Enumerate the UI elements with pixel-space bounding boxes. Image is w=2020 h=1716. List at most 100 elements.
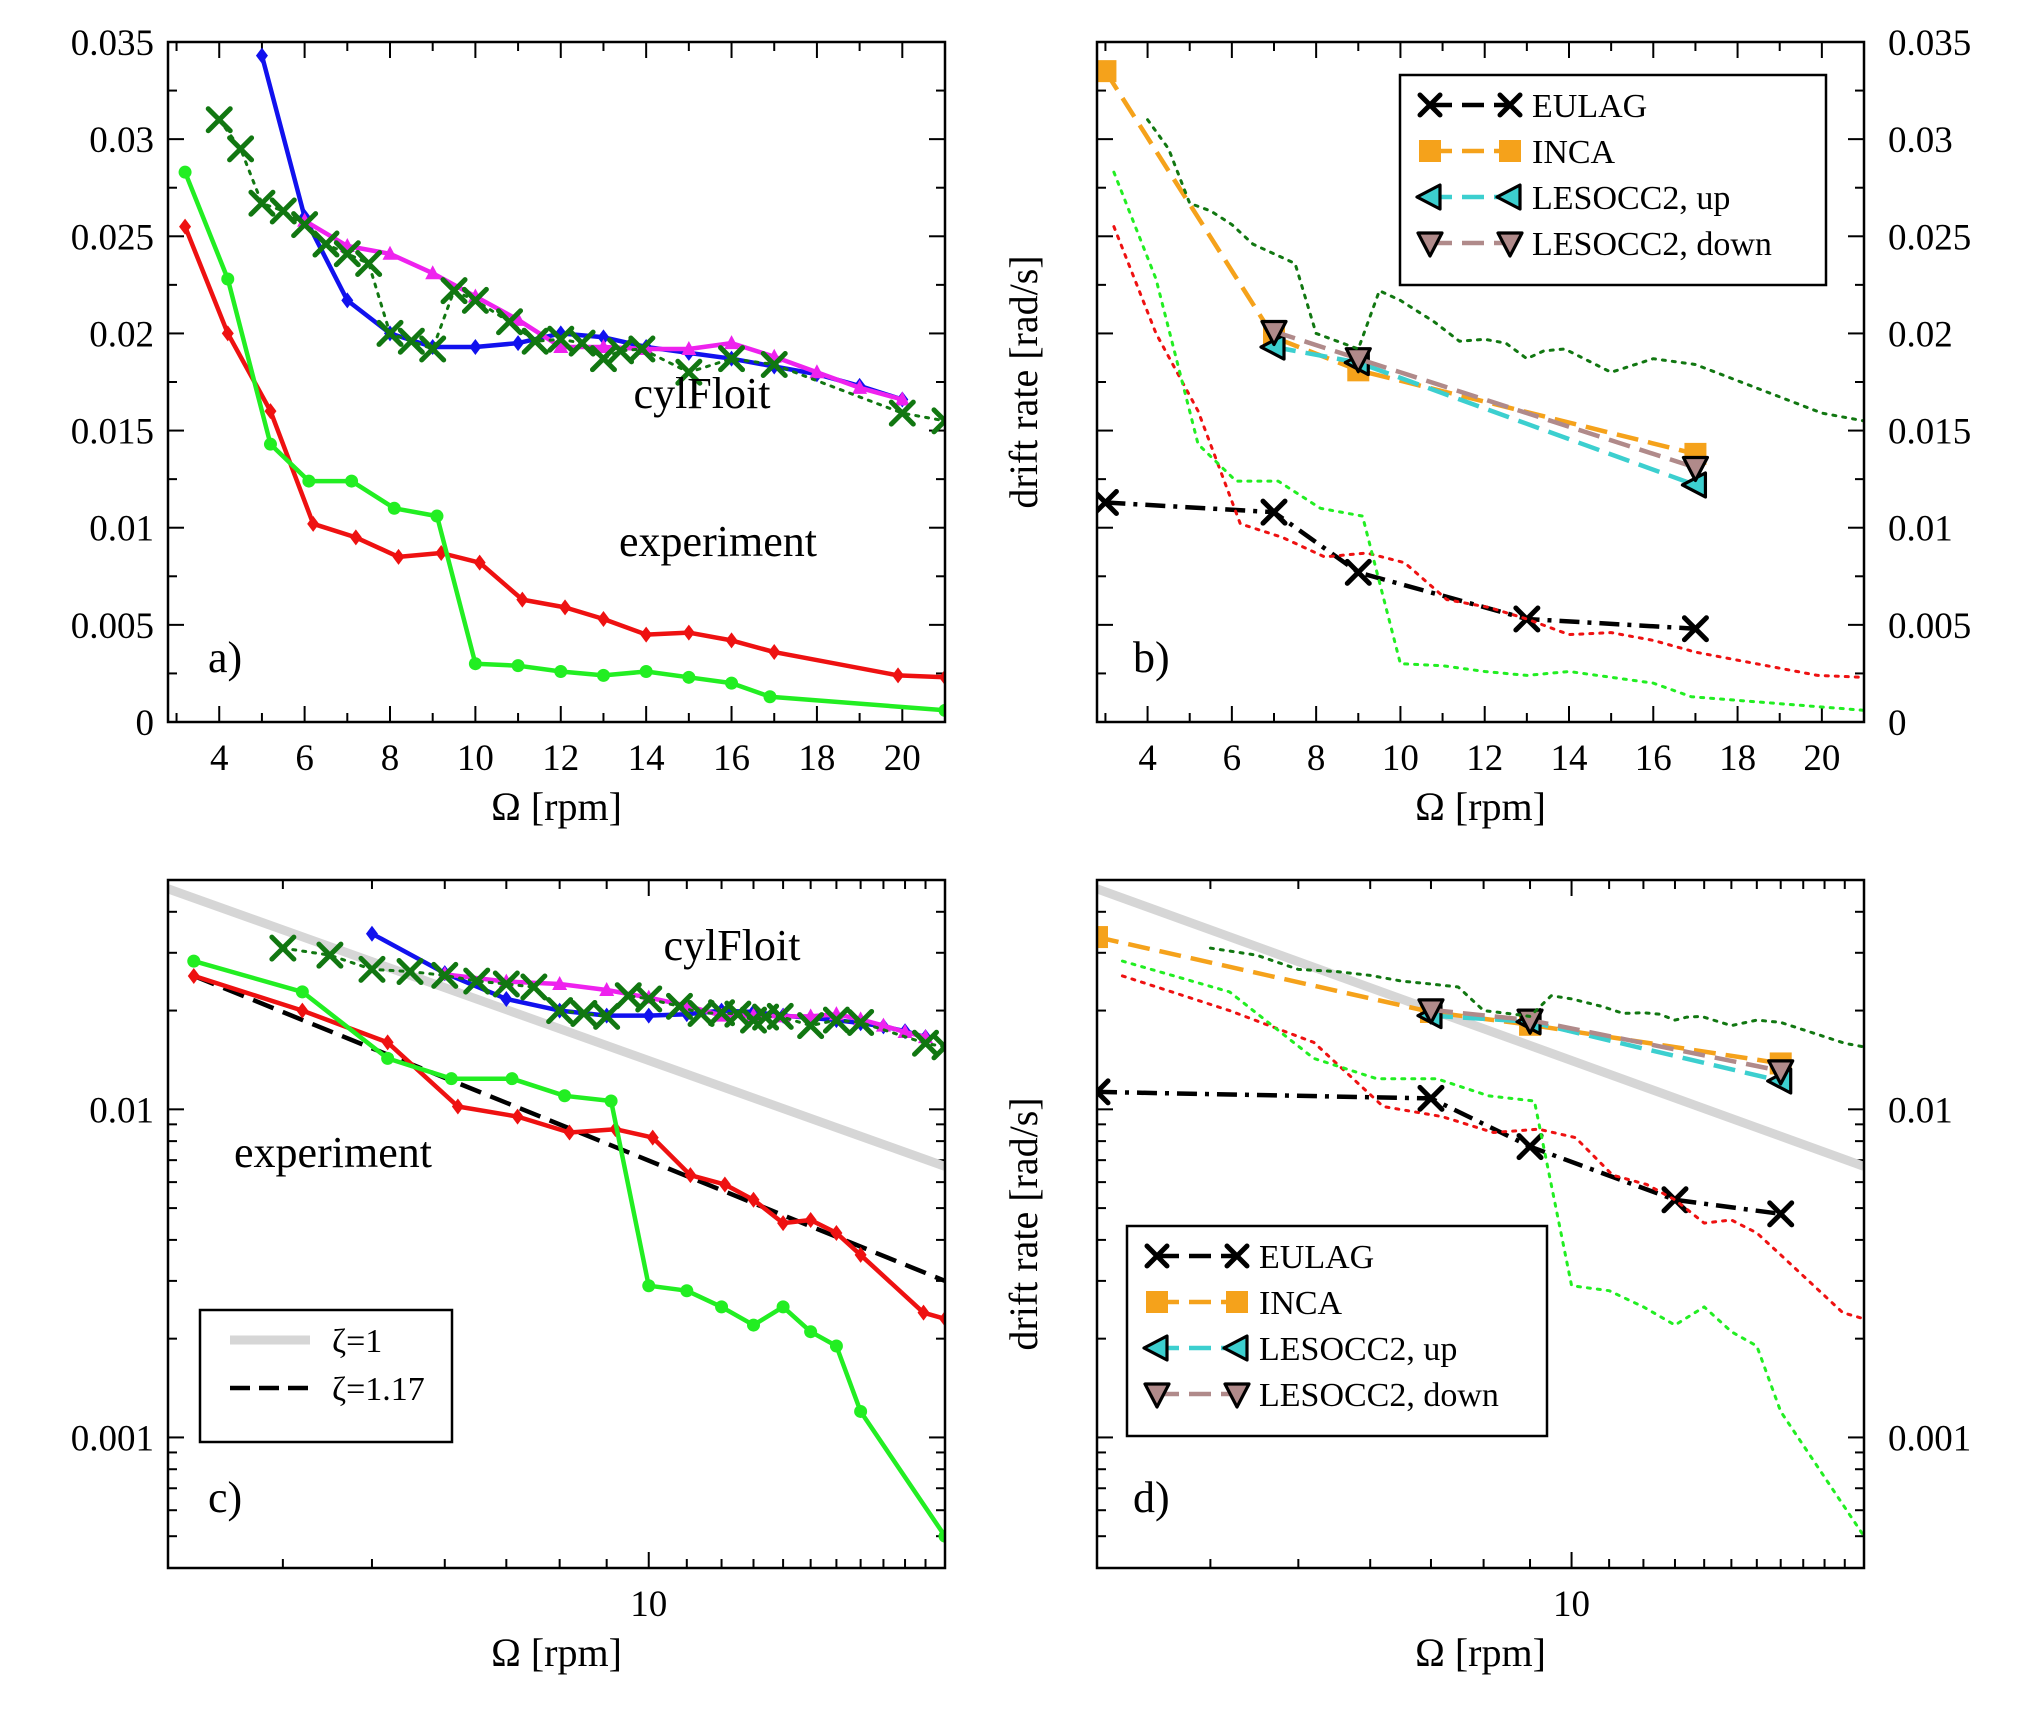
data-point-c-6-24 (931, 1033, 945, 1061)
data-point-b-0-1 (1260, 498, 1288, 526)
data-point-a-3-5 (510, 311, 526, 326)
data-point-d-1-4 (1767, 1200, 1795, 1228)
data-point-a-4-2 (248, 189, 276, 217)
x-tick-label: 10 (630, 1584, 667, 1625)
data-point-d-1-1 (1417, 1084, 1445, 1112)
data-point-a-4-17 (589, 345, 617, 373)
legend-entry-label: LESOCC2, down (1532, 226, 1772, 263)
x-tick-label: 10 (1382, 738, 1419, 779)
data-point-c-5-13 (897, 1024, 913, 1039)
y-tick-label: 0.035 (71, 23, 154, 64)
x-tick-label: 16 (713, 738, 750, 779)
data-point-a-2-2 (341, 292, 354, 309)
data-point-a-3-3 (425, 265, 441, 280)
series-line-experiment-green (193, 958, 945, 1538)
data-point-d-1-0 (1097, 1078, 1111, 1106)
legend: EULAG INCA LESOCC2, up LESOCC2, down (1125, 1224, 1549, 1438)
data-point-a-4-3 (269, 197, 297, 225)
data-point-c-2-4 (511, 1108, 524, 1125)
data-point-a-4-7 (355, 249, 383, 277)
data-point-c-6-8 (546, 997, 574, 1025)
plot-frame (166, 40, 947, 724)
y-tick-label: 0.025 (71, 217, 154, 258)
data-point-a-0-2 (264, 403, 277, 420)
data-point-c-2-9 (718, 1176, 731, 1193)
x-tick-label: 8 (381, 738, 400, 779)
data-point-c-2-14 (854, 1246, 867, 1263)
data-point-c-4-2 (500, 990, 513, 1007)
data-point-c-3-8 (680, 1284, 694, 1298)
y-tick-label: 0.035 (1888, 23, 1971, 64)
x-tick-label: 18 (1719, 738, 1756, 779)
y-tick-label: 0.005 (71, 606, 154, 647)
data-point-c-6-20 (797, 1012, 825, 1040)
data-point-a-4-5 (312, 230, 340, 258)
plot-frame (1095, 40, 1866, 724)
legend-box (1125, 1224, 1549, 1438)
data-point-c-3-3 (444, 1072, 458, 1086)
legend-marker (1417, 92, 1443, 118)
x-tick-label: 10 (457, 738, 494, 779)
data-point-a-0-15 (892, 667, 905, 684)
panel-c: 10 0.001 0.01 Ω [rpm] c) cylFloit experiment ζ=… (71, 878, 947, 1675)
data-point-c-3-10 (747, 1318, 761, 1332)
panel-label: d) (1133, 1473, 1170, 1522)
x-tick-label: 16 (1635, 738, 1672, 779)
y-tick-label: 0.015 (1888, 412, 1971, 453)
data-point-a-4-13 (496, 308, 524, 336)
legend-marker (1495, 183, 1522, 211)
data-point-c-4-5 (642, 1007, 655, 1024)
data-point-c-2-12 (804, 1211, 817, 1228)
data-point-c-3-9 (715, 1300, 729, 1314)
data-point-a-1-2 (263, 437, 277, 451)
data-point-c-6-2 (358, 955, 386, 983)
series-line-cylfloit-ref- (1208, 946, 1864, 1049)
panel-label: c) (208, 1473, 242, 1522)
series-line-experiment-red-ref- (1112, 225, 1864, 679)
data-point-a-0-1 (221, 325, 234, 342)
data-point-b-3-0 (1260, 319, 1288, 347)
data-point-c-2-3 (451, 1098, 464, 1115)
legend-marker (1146, 1291, 1168, 1313)
y-tick-label: 0.01 (89, 509, 154, 550)
data-point-a-1-6 (430, 509, 444, 523)
data-point-a-2-0 (255, 47, 268, 64)
x-tick-label: 20 (884, 738, 921, 779)
data-point-a-1-8 (511, 659, 525, 673)
y-tick-label: 0.015 (71, 412, 154, 453)
legend-marker (1223, 1382, 1251, 1409)
data-point-c-6-12 (635, 985, 663, 1013)
y-tick-label: 0.01 (89, 1090, 154, 1131)
data-point-a-4-9 (397, 327, 425, 355)
data-point-c-3-5 (558, 1089, 572, 1103)
legend-entry-label: EULAG (1259, 1239, 1374, 1276)
x-axis-label: Ω [rpm] (491, 1630, 622, 1675)
data-point-c-6-7 (520, 973, 548, 1001)
y-tick-label: 0.03 (89, 120, 154, 161)
data-point-a-4-11 (440, 277, 468, 305)
data-point-a-4-20 (675, 358, 703, 386)
data-point-a-2-6 (512, 335, 525, 352)
data-point-a-0-13 (725, 632, 738, 649)
data-point-c-5-3 (599, 982, 615, 997)
y-tick-label: 0.02 (89, 314, 154, 355)
legend-entry-label: LESOCC2, down (1259, 1377, 1499, 1414)
plot-frame (166, 878, 947, 1570)
data-point-c-2-1 (296, 1002, 309, 1019)
data-point-a-4-14 (521, 327, 549, 355)
data-point-c-3-12 (804, 1325, 818, 1339)
data-point-c-2-13 (830, 1224, 843, 1241)
data-point-d-2-0 (1097, 926, 1108, 949)
data-point-c-6-13 (665, 992, 693, 1020)
legend-box (1398, 73, 1828, 287)
legend: ζ=1 ζ=1.17 (198, 1308, 454, 1444)
x-tick-label: 18 (798, 738, 835, 779)
data-point-c-3-13 (829, 1339, 843, 1353)
data-point-a-4-24 (931, 407, 945, 435)
y-tick-label: 0 (136, 703, 155, 744)
data-point-a-0-4 (349, 529, 362, 546)
series-line-cylfloit-blue (259, 55, 903, 402)
x-tick-label: 4 (210, 738, 229, 779)
data-point-c-4-0 (365, 925, 378, 942)
legend-marker (1419, 140, 1441, 162)
